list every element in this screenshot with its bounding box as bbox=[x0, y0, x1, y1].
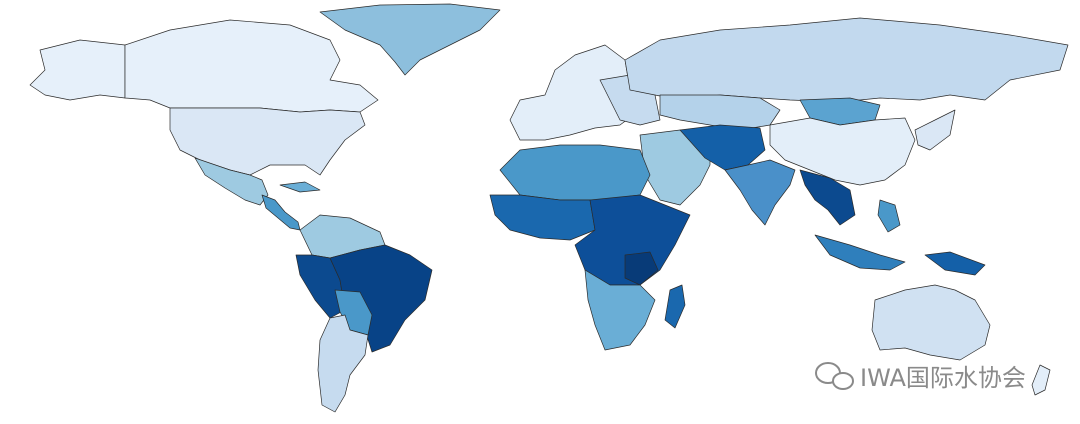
cuba bbox=[279, 181, 321, 193]
greenland bbox=[319, 3, 501, 76]
north-africa bbox=[499, 144, 651, 201]
watermark: IWA国际水协会 bbox=[815, 362, 1026, 392]
japan-korea bbox=[914, 109, 956, 151]
central-east-africa bbox=[574, 194, 691, 286]
tanzania bbox=[624, 251, 659, 286]
madagascar bbox=[664, 284, 686, 329]
southern-africa bbox=[584, 269, 656, 351]
philippines bbox=[877, 199, 901, 233]
usa bbox=[169, 107, 366, 176]
australia bbox=[871, 284, 991, 361]
wechat-icon bbox=[832, 372, 854, 390]
iran-afghanistan-pakistan bbox=[679, 124, 766, 171]
watermark-text: IWA国际水协会 bbox=[860, 364, 1026, 392]
china bbox=[769, 117, 916, 186]
west-africa bbox=[489, 194, 596, 241]
indonesia bbox=[814, 234, 906, 271]
countries bbox=[29, 3, 1069, 413]
papua-new-guinea bbox=[924, 251, 986, 276]
canada bbox=[124, 19, 379, 113]
new-zealand bbox=[1031, 364, 1051, 396]
argentina-chile bbox=[317, 314, 369, 413]
russia bbox=[624, 17, 1069, 103]
alaska bbox=[29, 39, 126, 101]
india bbox=[724, 159, 796, 226]
southeast-asia-mainland bbox=[799, 169, 856, 226]
central-america bbox=[261, 194, 301, 231]
